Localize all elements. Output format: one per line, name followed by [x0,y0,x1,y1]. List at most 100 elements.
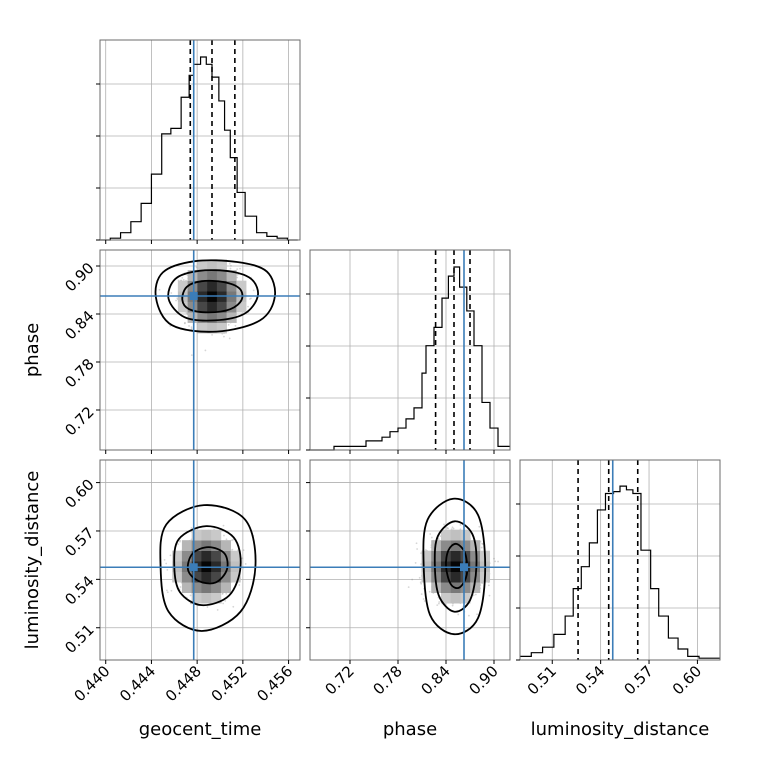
scatter-point [414,562,417,564]
density-cell [421,571,432,583]
scatter-point [221,593,224,595]
scatter-point [232,605,235,608]
scatter-point [407,586,410,589]
density-cell [460,540,471,552]
scatter-point [222,602,225,605]
density-cell [201,571,212,583]
scatter-point [415,542,418,545]
hist-luminosity_distance-steps [520,485,720,659]
y-tick-label-luminosity_distance: 0.54 [61,572,97,608]
scatter-point [204,349,207,352]
truth-marker [460,563,468,572]
scatter-point [420,582,423,585]
density-cell [197,301,208,313]
density-cell [470,582,481,594]
truth-marker [189,563,198,572]
density-cell [226,280,237,292]
scatter-point [459,528,462,531]
scatter-point [242,549,245,552]
density-cell [201,550,212,562]
density-cell [181,571,192,583]
hist-phase-frame [309,249,511,451]
y-tick-label-luminosity_distance: 0.57 [61,524,97,560]
density-cell [440,592,452,604]
scatter-point [250,297,252,300]
x-axis-label-luminosity_distance: luminosity_distance [531,719,710,740]
scatter-point [446,526,449,529]
scatter-point [411,578,414,581]
scatter-point [418,576,421,579]
scatter-point [179,540,181,543]
x-axis-label-phase: phase [383,719,437,740]
scatter-point [481,582,484,585]
density-cell [172,550,183,562]
scatter-point [231,548,234,551]
density-cell [220,540,231,552]
scatter-point [234,324,237,327]
density-cell [440,529,452,541]
density-cell [440,582,452,594]
scatter-point [487,584,490,587]
scatter-point [420,593,423,596]
density-cell [211,571,222,583]
density-cell [187,312,198,323]
density-cell [201,582,212,594]
scatter-point [158,288,161,291]
scatter-point [165,562,168,565]
scatter-point [423,600,426,602]
scatter-point [190,327,193,330]
density-cell [207,259,218,271]
y-tick-label-phase: 0.84 [61,307,97,343]
density-cell [211,582,222,594]
scatter-point [181,277,184,279]
x-tick-label-geocent_time: 0.456 [253,662,296,705]
scatter-point [222,524,225,527]
scatter-point [443,523,445,526]
scatter-point [239,267,241,270]
density-cell [191,582,202,594]
density-cell [197,270,208,281]
density-cell [216,270,227,281]
scatter-point [183,322,186,325]
hist-geocent_time-frame [99,39,301,241]
density-cell [172,571,183,583]
scatter-point [451,604,454,607]
x-tick-label-geocent_time: 0.448 [162,662,205,705]
x-tick-label-geocent_time: 0.452 [208,662,251,705]
scatter-point [437,538,440,541]
scatter-point [422,598,425,600]
scatter-point [429,533,432,535]
scatter-point [166,591,169,594]
scatter-point [241,557,244,560]
density-cell [216,280,227,292]
scatter-point [231,539,233,542]
density-cell [191,571,202,583]
contour-line [154,259,276,333]
density-cell [460,592,471,604]
y-tick-label-luminosity_distance: 0.60 [61,476,97,512]
x-tick-label-luminosity_distance: 0.60 [669,662,705,698]
scatter-phase_vs_luminosity_distance [407,497,499,636]
scatter-point [211,333,213,336]
density-cell [211,592,222,604]
scatter-point [248,298,251,300]
scatter-point [459,523,462,526]
scatter-point [163,558,166,561]
scatter-point [419,581,422,584]
scatter-point [166,589,168,592]
scatter-point [166,568,169,571]
y-tick-label-phase: 0.72 [61,403,97,439]
density-cell [236,301,247,313]
density-cell [216,312,227,323]
density-cell [226,301,237,313]
density-cell [207,322,218,334]
scatter-point [190,527,193,529]
scatter-point [190,326,193,329]
density-cell [181,582,192,594]
density-cell [207,270,218,281]
x-axis-label-geocent_time: geocent_time [139,719,262,740]
x-tick-label-geocent_time: 0.440 [70,662,113,705]
scatter-point [437,602,440,605]
density-cell [421,550,432,562]
